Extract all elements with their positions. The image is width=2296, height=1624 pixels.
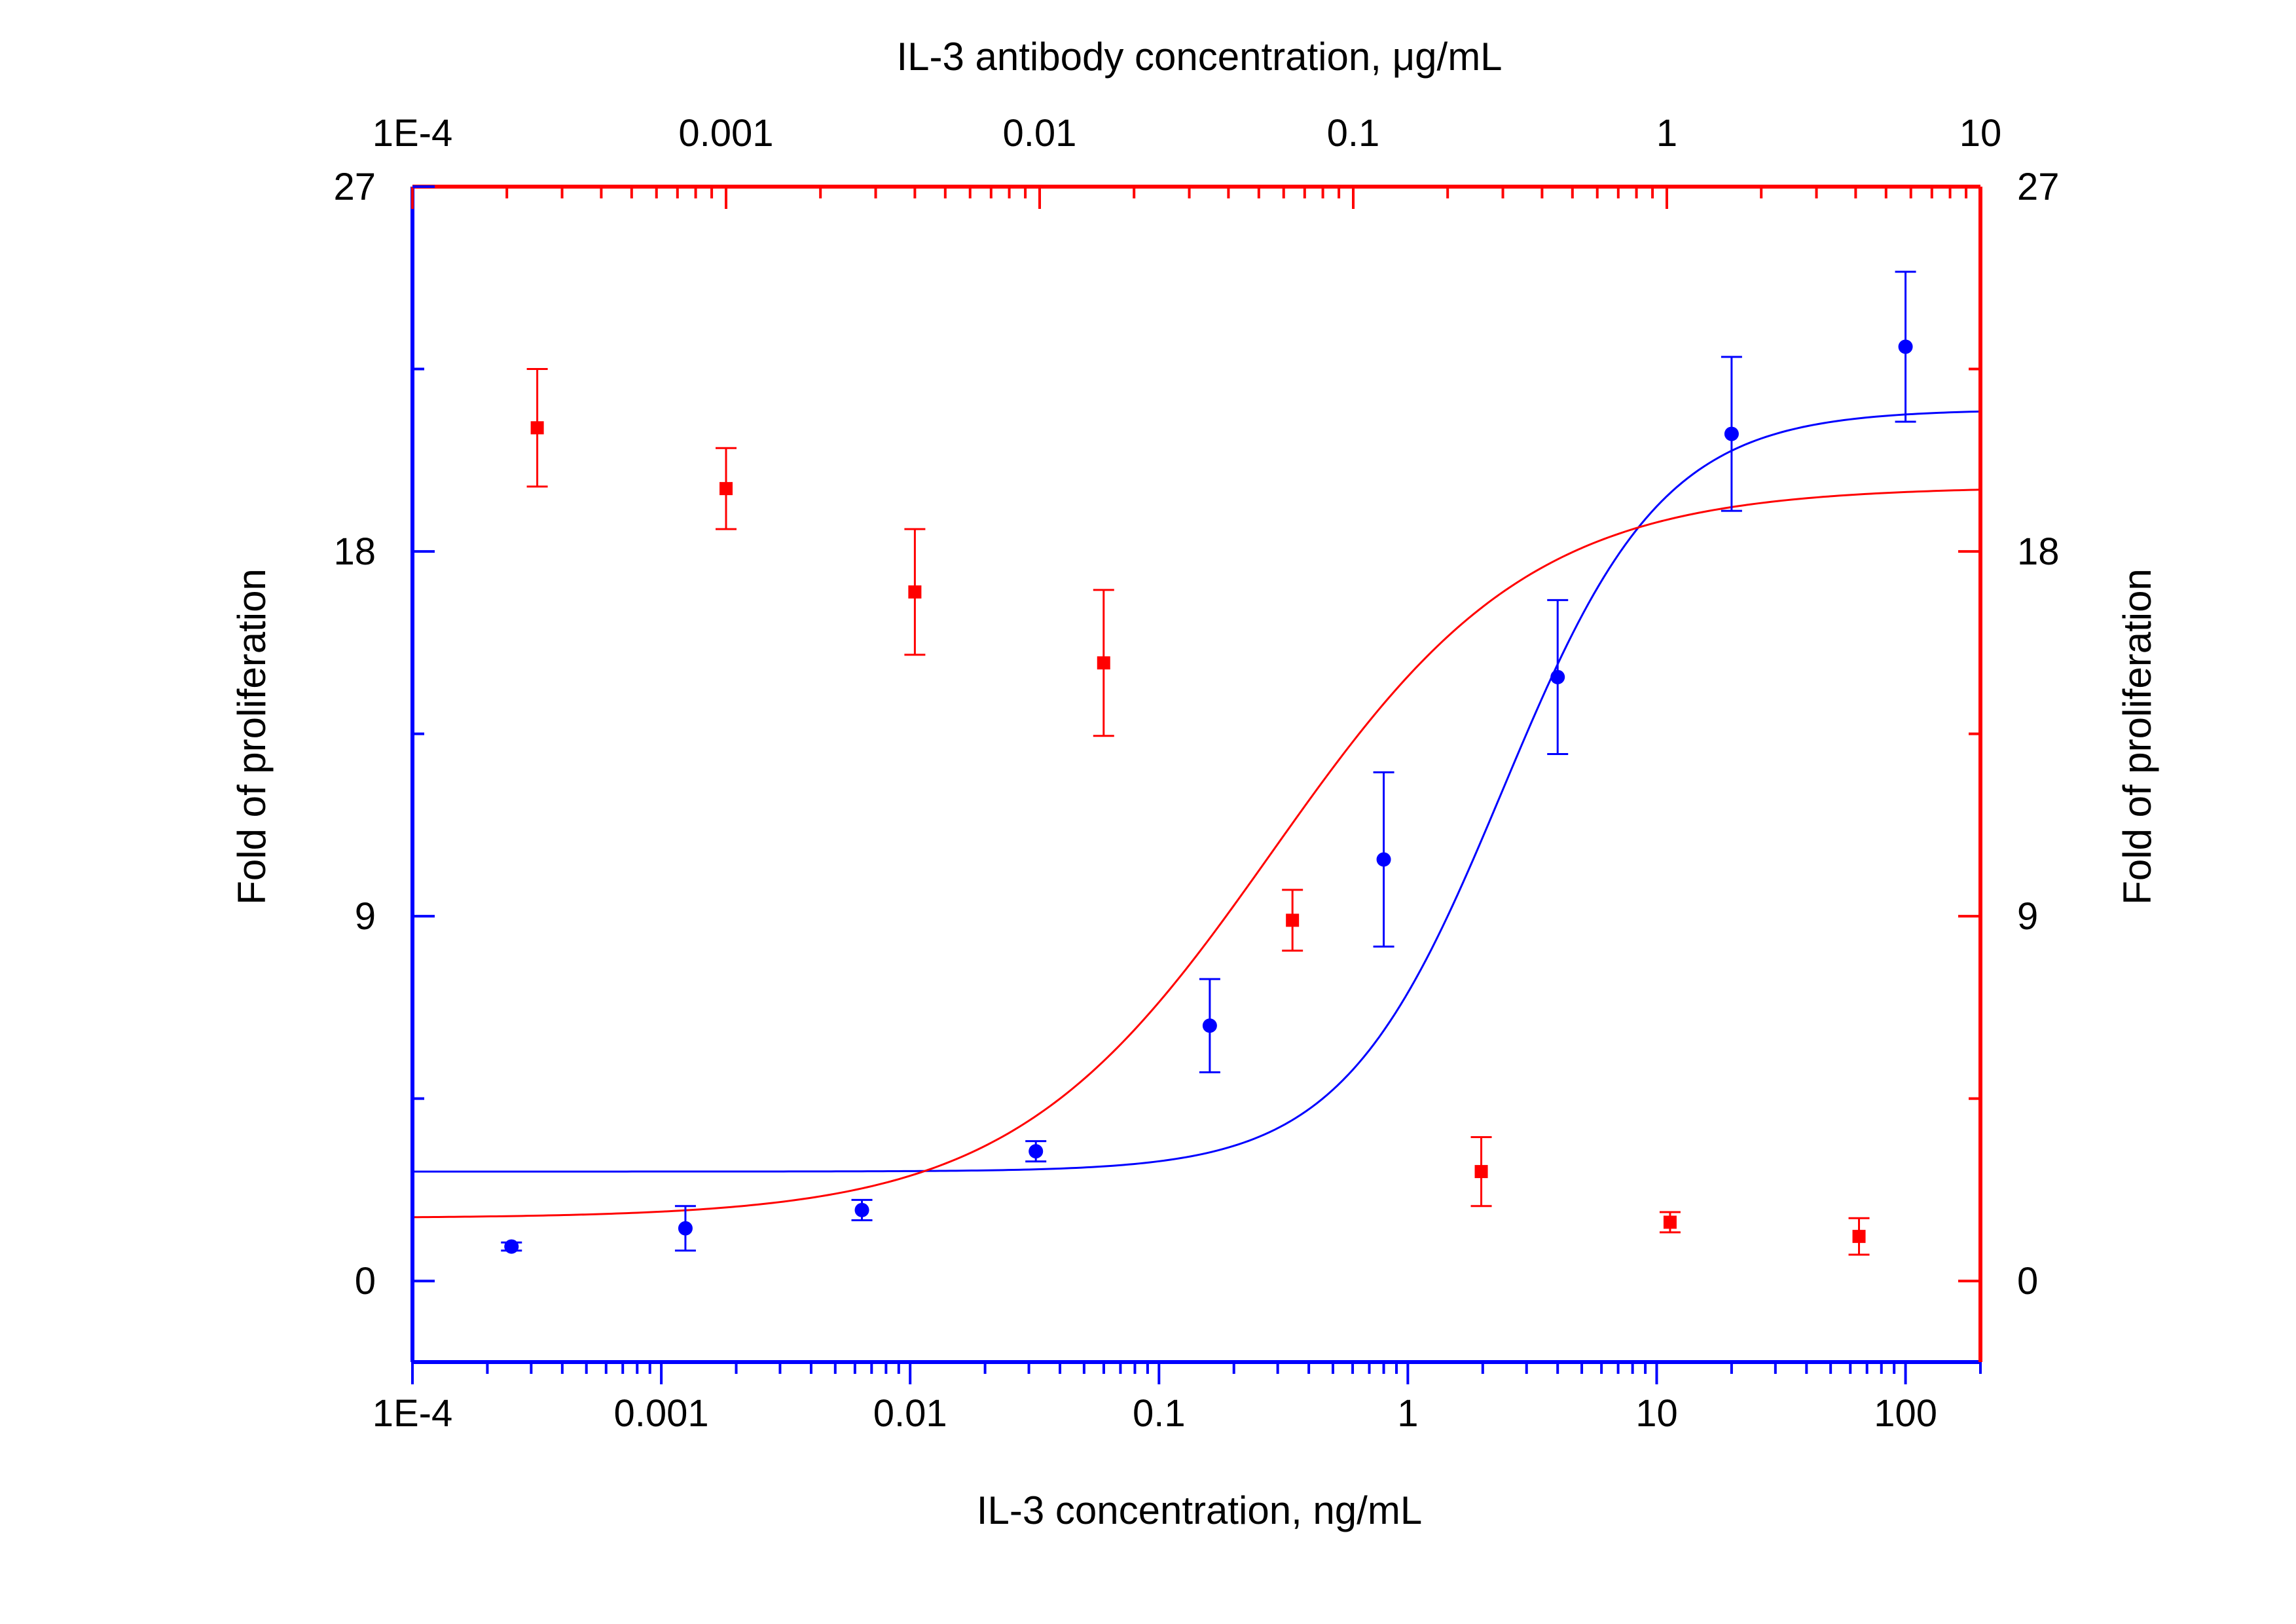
red-square-marker (1852, 1230, 1866, 1244)
data-points (501, 270, 1916, 1256)
top-tick-label: 1E-4 (373, 112, 453, 155)
left-tick-label: 27 (333, 166, 376, 208)
blue-circle-marker (1376, 852, 1391, 867)
red-square-marker (1097, 656, 1110, 670)
blue-data-point (851, 1198, 873, 1221)
blue-data-point (1721, 356, 1742, 512)
bottom-tick-label: 0.01 (873, 1392, 947, 1435)
blue-fit-curve (412, 410, 1981, 1173)
right-axis-title: Fold of proliferation (2115, 568, 2159, 905)
top-tick-label: 10 (1959, 112, 2002, 155)
blue-data-point (1895, 270, 1916, 423)
bottom-axis-title: IL-3 concentration, ng/mL (977, 1488, 1422, 1532)
right-tick-label: 0 (2017, 1260, 2038, 1302)
bottom-tick-label: 100 (1874, 1392, 1937, 1435)
red-square-marker (1286, 913, 1300, 927)
blue-circle-marker (1898, 339, 1913, 354)
blue-circle-marker (1029, 1144, 1044, 1159)
red-square-marker (1474, 1165, 1488, 1179)
blue-circle-marker (1724, 426, 1739, 441)
red-data-point (1848, 1217, 1870, 1256)
bottom-tick-label: 1 (1397, 1392, 1418, 1435)
blue-data-point (674, 1205, 696, 1252)
right-tick-label: 9 (2017, 895, 2038, 938)
red-data-point (904, 528, 926, 656)
red-square-marker (908, 585, 922, 599)
red-data-point (716, 447, 737, 530)
bottom-tick-label: 10 (1635, 1392, 1678, 1435)
top-tick-label: 0.001 (678, 112, 773, 155)
red-data-point (1659, 1211, 1681, 1234)
blue-data-point (1373, 771, 1394, 948)
red-square-marker (530, 421, 544, 435)
axes (410, 185, 1982, 1384)
top-tick-label: 1 (1656, 112, 1677, 155)
blue-circle-marker (1550, 669, 1565, 684)
red-data-point (1093, 589, 1114, 737)
blue-data-point (1547, 599, 1569, 756)
red-data-point (1282, 889, 1303, 952)
right-tick-label: 27 (2017, 166, 2060, 208)
red-fit-curve (412, 489, 1981, 1219)
red-square-marker (720, 482, 733, 496)
red-data-point (1470, 1135, 1492, 1208)
blue-data-point (501, 1239, 522, 1254)
bottom-tick-label: 0.001 (614, 1392, 709, 1435)
blue-circle-marker (854, 1202, 869, 1217)
left-axis-title: Fold of proliferation (230, 568, 274, 905)
red-square-marker (1663, 1215, 1677, 1229)
blue-circle-marker (678, 1221, 693, 1236)
fit-curves (412, 410, 1981, 1219)
bottom-tick-label: 0.1 (1133, 1392, 1186, 1435)
left-tick-label: 9 (355, 895, 376, 938)
blue-data-point (1199, 978, 1220, 1073)
top-axis-title: IL-3 antibody concentration, μg/mL (896, 35, 1502, 79)
bottom-tick-label: 1E-4 (373, 1392, 453, 1435)
blue-circle-marker (504, 1239, 519, 1254)
right-tick-label: 18 (2017, 530, 2060, 573)
top-tick-label: 0.01 (1003, 112, 1077, 155)
left-tick-label: 0 (355, 1260, 376, 1302)
top-tick-label: 0.1 (1327, 112, 1380, 155)
left-tick-label: 18 (333, 530, 376, 573)
blue-data-point (1025, 1140, 1047, 1163)
blue-circle-marker (1202, 1018, 1217, 1033)
red-data-point (526, 368, 548, 488)
